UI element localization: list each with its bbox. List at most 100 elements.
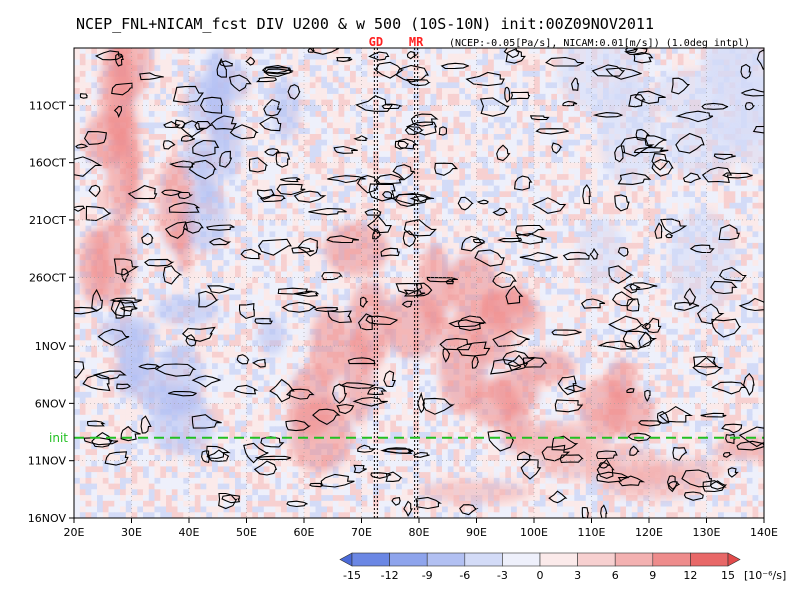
field-cell (580, 168, 587, 175)
field-cell (580, 151, 587, 158)
field-cell (689, 185, 696, 192)
field-cell (407, 225, 414, 232)
field-cell (292, 168, 299, 175)
field-cell (649, 248, 656, 255)
field-cell (401, 185, 409, 192)
field-cell (465, 151, 472, 158)
field-cell (281, 283, 288, 290)
field-cell (453, 191, 460, 198)
field-cell (350, 168, 357, 175)
field-cell (390, 162, 397, 169)
field-cell (344, 283, 351, 290)
field-cell (148, 76, 156, 83)
field-cell (189, 265, 196, 273)
field-cell (315, 111, 322, 118)
field-cell (143, 128, 150, 135)
field-cell (286, 265, 294, 273)
field-cell (258, 248, 265, 255)
field-cell (545, 191, 552, 198)
field-cell (309, 220, 317, 227)
field-cell (442, 156, 449, 164)
field-cell (591, 202, 598, 210)
field-cell (160, 70, 167, 78)
field-cell (315, 265, 322, 273)
field-cell (298, 231, 305, 238)
field-cell (447, 93, 455, 101)
field-cell (430, 59, 437, 66)
field-cell (626, 248, 633, 255)
field-cell (137, 197, 144, 204)
field-cell (240, 53, 248, 60)
field-cell (401, 237, 409, 244)
field-cell (534, 220, 541, 227)
field-cell (137, 271, 144, 278)
field-cell (436, 225, 443, 232)
field-cell (137, 231, 144, 238)
field-cell (470, 168, 478, 175)
field-cell (493, 134, 501, 141)
field-cell (183, 82, 190, 89)
field-cell (424, 93, 432, 101)
field-cell (240, 283, 248, 290)
field-cell (171, 76, 179, 83)
field-cell (373, 168, 380, 175)
field-cell (281, 185, 288, 192)
field-cell (281, 151, 288, 158)
field-cell (522, 162, 529, 169)
field-cell (442, 48, 449, 55)
field-cell (729, 162, 736, 169)
field-cell (137, 162, 144, 169)
field-cell (229, 260, 236, 267)
field-cell (166, 105, 173, 112)
field-cell (390, 65, 397, 72)
field-cell (275, 231, 282, 238)
field-cell (643, 237, 650, 244)
field-cell (551, 225, 558, 232)
field-cell (373, 271, 380, 278)
field-cell (361, 220, 368, 227)
field-cell (654, 76, 662, 83)
field-cell (591, 156, 598, 164)
field-cell (666, 53, 673, 60)
field-cell (735, 174, 742, 181)
field-cell (143, 156, 150, 164)
field-cell (338, 93, 345, 101)
field-cell (355, 283, 363, 290)
field-cell (390, 202, 397, 210)
field-cell (511, 111, 518, 118)
field-cell (401, 139, 409, 146)
field-cell (74, 93, 81, 101)
field-cell (355, 116, 363, 124)
field-cell (465, 174, 472, 181)
field-cell (735, 248, 742, 255)
field-cell (332, 214, 340, 221)
field-cell (148, 93, 156, 101)
field-cell (493, 53, 501, 60)
field-cell (511, 197, 518, 204)
field-cell (470, 197, 478, 204)
field-cell (223, 271, 230, 278)
field-cell (269, 76, 276, 83)
field-cell (631, 260, 639, 267)
field-cell (741, 168, 748, 175)
field-cell (528, 99, 535, 106)
field-cell (447, 174, 455, 181)
field-cell (528, 248, 535, 255)
field-cell (91, 59, 98, 66)
field-cell (505, 220, 512, 227)
field-cell (413, 231, 420, 238)
field-cell (534, 197, 541, 204)
field-cell (309, 116, 317, 124)
field-cell (574, 260, 581, 267)
field-cell (419, 237, 426, 244)
field-cell (378, 59, 386, 66)
field-cell (373, 151, 380, 158)
field-cell (361, 53, 368, 60)
field-cell (643, 214, 650, 221)
field-cell (413, 174, 420, 181)
field-cell (309, 191, 317, 198)
field-cell (447, 231, 455, 238)
field-cell (545, 231, 552, 238)
field-cell (338, 105, 345, 112)
field-cell (206, 139, 213, 146)
